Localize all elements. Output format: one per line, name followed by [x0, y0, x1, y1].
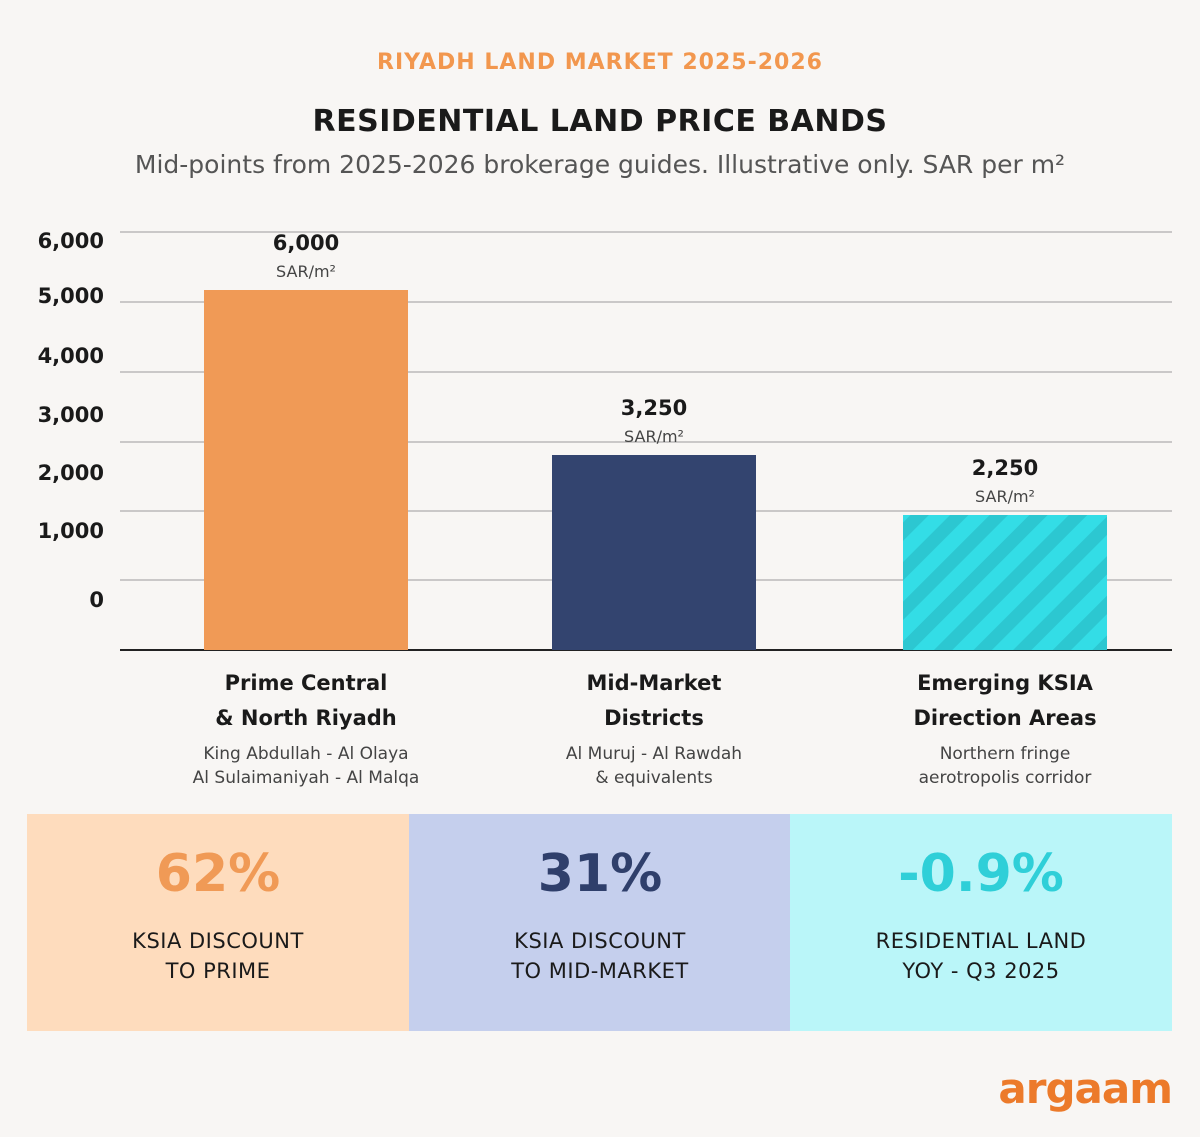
category-sub-line1: Al Muruj - Al Rawdah: [565, 744, 743, 764]
stat-card-ksia-discount-prime: 62% KSIA DISCOUNT TO PRIME: [27, 814, 409, 1031]
category-name-line1: Prime Central: [224, 671, 388, 695]
stat-caption-line2: TO PRIME: [165, 959, 271, 983]
stat-caption-line2: YOY - Q3 2025: [902, 959, 1060, 983]
stat-card-residential-yoy: -0.9% RESIDENTIAL LAND YOY - Q3 2025: [790, 814, 1172, 1031]
stat-caption-line1: KSIA DISCOUNT: [514, 929, 686, 953]
kicker-title: RIYADH LAND MARKET 2025-2026: [377, 50, 823, 75]
category-sub-line1: Northern fringe: [939, 744, 1071, 764]
stat-caption: KSIA DISCOUNT TO MID-MARKET: [409, 926, 791, 986]
y-tick-label: 5,000: [38, 284, 104, 308]
category-name-line2: Direction Areas: [913, 706, 1097, 730]
stat-value: 31%: [537, 844, 663, 904]
category-name-line2: Districts: [604, 706, 704, 730]
y-tick-label: 3,000: [38, 403, 104, 427]
stat-value: -0.9%: [898, 844, 1064, 904]
y-tick-label: 6,000: [38, 229, 104, 253]
category-sub-line2: Al Sulaimaniyah - Al Malqa: [192, 768, 420, 788]
stat-caption-line1: RESIDENTIAL LAND: [875, 929, 1087, 953]
category-name-line1: Mid-Market: [586, 671, 722, 695]
bar-value-label: 2,250: [972, 456, 1038, 480]
stat-card-ksia-discount-mid: 31% KSIA DISCOUNT TO MID-MARKET: [409, 814, 791, 1031]
category-label-ksia: Emerging KSIA Direction Areas Northern f…: [845, 666, 1165, 790]
chart-title: RESIDENTIAL LAND PRICE BANDS: [312, 104, 888, 139]
bar: [204, 290, 408, 650]
stat-caption: KSIA DISCOUNT TO PRIME: [27, 926, 409, 986]
category-sub-line2: & equivalents: [595, 768, 713, 788]
category-sub-line2: aerotropolis corridor: [918, 768, 1092, 788]
category-name-line2: & North Riyadh: [215, 706, 397, 730]
stat-caption: RESIDENTIAL LAND YOY - Q3 2025: [790, 926, 1172, 986]
y-tick-label: 2,000: [38, 461, 104, 485]
category-label-mid-market: Mid-Market Districts Al Muruj - Al Rawda…: [494, 666, 814, 790]
category-name-line1: Emerging KSIA: [917, 671, 1093, 695]
stat-value: 62%: [155, 844, 281, 904]
bar-unit-label: SAR/m²: [624, 427, 684, 446]
y-tick-label: 4,000: [38, 344, 104, 368]
y-tick-label: 0: [89, 588, 104, 612]
y-tick-label: 1,000: [38, 519, 104, 543]
stats-panel: 62% KSIA DISCOUNT TO PRIME 31% KSIA DISC…: [27, 814, 1172, 1031]
bar: [552, 455, 756, 650]
chart-subtitle: Mid-points from 2025-2026 brokerage guid…: [134, 150, 1066, 179]
bar-unit-label: SAR/m²: [975, 487, 1035, 506]
bar: [903, 515, 1107, 650]
category-sub-line1: King Abdullah - Al Olaya: [203, 744, 409, 764]
category-sub: Al Muruj - Al Rawdah & equivalents: [494, 742, 814, 790]
category-label-prime: Prime Central & North Riyadh King Abdull…: [146, 666, 466, 790]
bar-value-label: 6,000: [273, 231, 339, 255]
bar-unit-label: SAR/m²: [276, 262, 336, 281]
bar-chart: 6,000 5,000 4,000 3,000 2,000 1,000 0 6,000 SAR/…: [38, 229, 1172, 651]
bar-value-label: 3,250: [621, 396, 687, 420]
argaam-logo: argaam: [998, 1064, 1173, 1113]
stat-caption-line1: KSIA DISCOUNT: [132, 929, 304, 953]
stat-caption-line2: TO MID-MARKET: [511, 959, 689, 983]
category-sub: Northern fringe aerotropolis corridor: [845, 742, 1165, 790]
category-sub: King Abdullah - Al Olaya Al Sulaimaniyah…: [146, 742, 466, 790]
